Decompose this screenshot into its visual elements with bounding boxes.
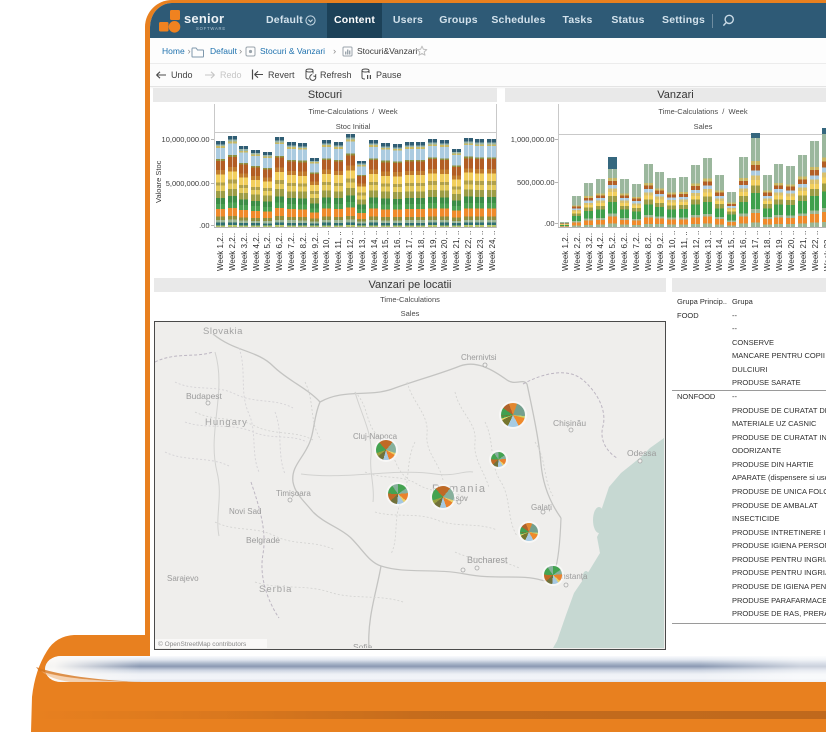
svg-text:Belgrade: Belgrade [246,535,280,545]
svg-text:Novi Sad: Novi Sad [229,507,261,516]
svg-text:Timișoara: Timișoara [276,489,311,498]
svg-text:Galați: Galați [531,503,552,512]
svg-text:Bucharest: Bucharest [467,555,508,565]
svg-text:Sarajevo: Sarajevo [167,574,199,583]
svg-text:Cluj-Napoca: Cluj-Napoca [353,432,398,441]
svg-text:Hungary: Hungary [205,417,248,428]
svg-text:© OpenStreetMap contributors: © OpenStreetMap contributors [158,640,247,648]
svg-text:Chernivtsi: Chernivtsi [461,353,497,362]
svg-text:Brașov: Brașov [443,494,468,503]
svg-text:Odessa: Odessa [627,448,657,458]
svg-text:Slovakia: Slovakia [203,326,243,337]
svg-text:Chișinău: Chișinău [553,418,586,428]
svg-text:Constanța: Constanța [551,572,588,581]
svg-text:Sofia: Sofia [353,642,373,648]
svg-text:Serbia: Serbia [259,584,292,595]
svg-text:Budapest: Budapest [186,391,223,401]
